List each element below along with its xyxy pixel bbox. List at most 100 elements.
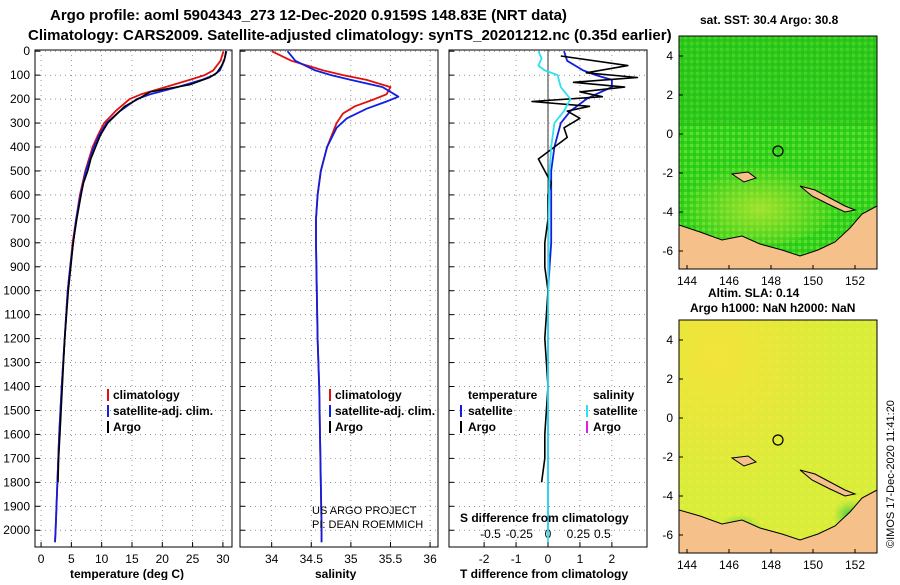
difference-xlabel: T difference from climatology xyxy=(460,567,628,580)
map-x-tick-label: 152 xyxy=(845,274,865,288)
x-tick-label: 35 xyxy=(344,552,358,566)
credit-line-2: PI: DEAN ROEMMICH xyxy=(312,519,423,531)
series-t-argo xyxy=(531,55,639,483)
x-tick-label: 35.5 xyxy=(379,552,403,566)
map-ticks: 144 146 148 150 152 4 2 0 -2 -4 -6 144 146 148 150 152 4… xyxy=(662,49,865,572)
sst-map-area xyxy=(679,36,877,269)
x-tick-label: 36 xyxy=(423,552,437,566)
difference-legend: temperature salinity satellite Argo sate… xyxy=(460,388,638,434)
map-y-tick-label: -4 xyxy=(662,489,673,503)
depth-tick-label: 1600 xyxy=(3,427,30,441)
depth-tick-label: 200 xyxy=(10,92,30,106)
difference-top-xlabel: S difference from climatology xyxy=(460,511,629,525)
map-x-tick-label: 148 xyxy=(761,274,781,288)
sla-map-frame xyxy=(678,319,878,554)
legend-satellite-adj: satellite-adj. clim. xyxy=(113,404,213,418)
map-x-tick-label: 144 xyxy=(677,558,697,572)
depth-tick-label: 300 xyxy=(10,116,30,130)
legend-climatology: climatology xyxy=(335,388,402,402)
depth-tick-label: 1700 xyxy=(3,451,30,465)
profile-curves xyxy=(54,50,639,547)
credit-line-1: US ARGO PROJECT xyxy=(312,505,417,517)
depth-tick-label: 1300 xyxy=(3,356,30,370)
depth-tick-label: 800 xyxy=(10,236,30,250)
depth-tick-label: 1800 xyxy=(3,475,30,489)
depth-tick-label: 400 xyxy=(10,140,30,154)
x-tick-label: 1 xyxy=(577,552,584,566)
map-y-tick-label: -4 xyxy=(662,205,673,219)
depth-tick-label: 1200 xyxy=(3,332,30,346)
x-tick-label: 10 xyxy=(95,552,109,566)
x-tick-label: 15 xyxy=(125,552,139,566)
legend-argo: Argo xyxy=(335,420,363,434)
temperature-panel xyxy=(34,49,233,548)
sla-land-newbritain xyxy=(799,469,857,497)
s-diff-tick-label: 0.5 xyxy=(594,527,611,541)
map-y-tick-label: -6 xyxy=(662,528,673,542)
map-x-tick-label: 148 xyxy=(761,558,781,572)
sst-warm-patch xyxy=(680,155,840,245)
temperature-legend: climatology satellite-adj. clim. Argo xyxy=(107,388,213,434)
legend-temperature-title: temperature xyxy=(468,388,538,402)
x-tick-label: 34 xyxy=(265,552,279,566)
map-y-tick-label: 0 xyxy=(666,127,673,141)
legend-t-argo: Argo xyxy=(468,420,496,434)
map-y-tick-label: -2 xyxy=(662,450,673,464)
legend-argo: Argo xyxy=(113,420,141,434)
map-x-tick-label: 146 xyxy=(719,274,739,288)
map-y-tick-label: 4 xyxy=(666,49,673,63)
sla-argo-location xyxy=(772,434,784,446)
salinity-legend: climatology satellite-adj. clim. Argo xyxy=(329,388,435,434)
series-satellite-adj-clim- xyxy=(286,50,400,543)
panel-grids xyxy=(35,50,647,547)
depth-tick-label: 700 xyxy=(10,212,30,226)
map-x-tick-label: 144 xyxy=(677,274,697,288)
depth-tick-label: 2000 xyxy=(3,523,30,537)
map-x-tick-label: 150 xyxy=(803,558,823,572)
depth-tick-label: 1900 xyxy=(3,499,30,513)
title-line-2: Climatology: CARS2009. Satellite-adjuste… xyxy=(28,27,672,44)
legend-salinity-title: salinity xyxy=(593,388,635,402)
x-tick-label: 0 xyxy=(545,552,552,566)
depth-tick-label: 1000 xyxy=(3,284,30,298)
sst-land-newguinea xyxy=(679,205,877,269)
s-diff-tick-label: 0.25 xyxy=(567,527,591,541)
map-y-tick-label: -2 xyxy=(662,166,673,180)
legend-climatology: climatology xyxy=(113,388,180,402)
sla-map-title-1: Altim. SLA: 0.14 xyxy=(708,286,800,300)
x-tick-label: -2 xyxy=(479,552,490,566)
depth-tick-label: 1100 xyxy=(4,308,30,322)
legend-t-satellite: satellite xyxy=(468,404,513,418)
depth-tick-label: 600 xyxy=(10,188,30,202)
sst-map-title: sat. SST: 30.4 Argo: 30.8 xyxy=(700,13,839,27)
map-y-tick-label: 2 xyxy=(666,372,673,386)
x-tick-label: 2 xyxy=(609,552,616,566)
sla-map-title-2: Argo h1000: NaN h2000: NaN xyxy=(690,301,855,315)
sla-land-island xyxy=(730,455,758,467)
sst-land-newbritain xyxy=(799,185,857,213)
sst-land-island xyxy=(730,171,758,183)
legend-satellite-adj: satellite-adj. clim. xyxy=(335,404,435,418)
x-tick-label: 30 xyxy=(216,552,230,566)
x-tick-label: 5 xyxy=(68,552,75,566)
depth-tick-label: 100 xyxy=(10,68,30,82)
depth-tick-label: 1500 xyxy=(3,403,30,417)
map-x-tick-label: 150 xyxy=(803,274,823,288)
map-y-tick-label: 2 xyxy=(666,88,673,102)
map-x-tick-label: 152 xyxy=(845,558,865,572)
map-y-tick-label: 0 xyxy=(666,411,673,425)
x-tick-label: 0 xyxy=(38,552,45,566)
sst-argo-location xyxy=(772,145,784,157)
depth-tick-label: 0 xyxy=(23,44,30,58)
x-tick-label: 25 xyxy=(186,552,200,566)
sst-map-frame xyxy=(678,35,878,270)
legend-s-satellite: satellite xyxy=(593,404,638,418)
depth-tick-label: 900 xyxy=(10,260,30,274)
x-tick-label: 20 xyxy=(156,552,170,566)
salinity-panel xyxy=(239,49,439,548)
s-diff-tick-label: -0.25 xyxy=(506,527,534,541)
sst-north-band xyxy=(679,36,877,126)
sla-map-area xyxy=(679,320,877,553)
